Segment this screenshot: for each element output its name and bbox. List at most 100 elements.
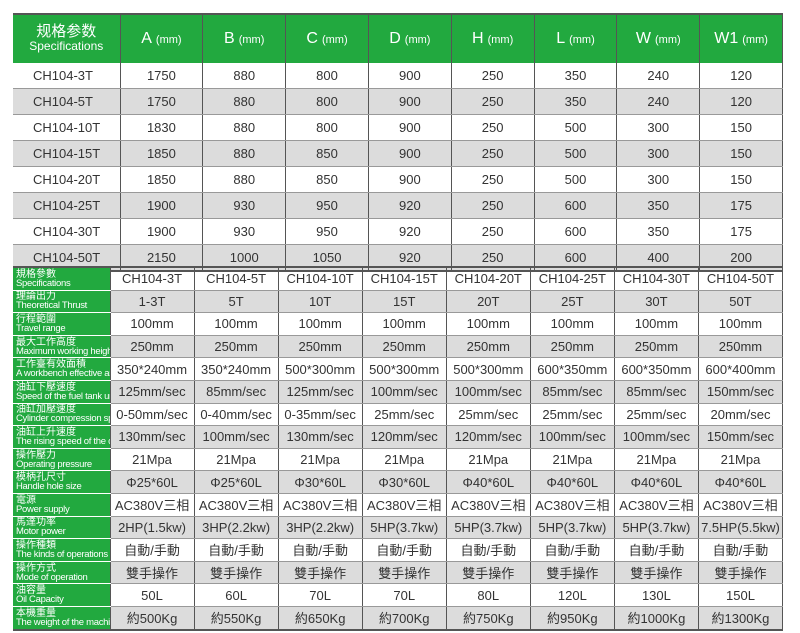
row-label-cn: 油缸加壓速度	[16, 404, 76, 416]
value-cell: AC380V三相	[194, 493, 279, 517]
model-cell: CH104-15T	[13, 140, 121, 167]
value-cell: 5HP(3.7kw)	[614, 516, 699, 540]
value-cell: 125mm/sec	[278, 380, 363, 404]
value-cell: 0-40mm/sec	[194, 403, 279, 427]
value-cell: 600*350mm	[530, 357, 615, 381]
value-cell: 1900	[120, 218, 204, 245]
value-cell: 600*400mm	[698, 357, 784, 381]
value-cell: 150	[699, 166, 783, 193]
value-cell: 約750Kg	[446, 606, 531, 631]
value-cell: 20mm/sec	[698, 403, 784, 427]
table-row: 操作壓力 Operating pressure 21Mpa 21Mpa 21Mpa 21M…	[13, 448, 784, 472]
value-cell: 21Mpa	[530, 448, 615, 472]
value-cell: 100mm	[362, 312, 447, 336]
row-label-cn: 油缸下壓速度	[16, 381, 76, 393]
value-cell: 雙手操作	[698, 561, 784, 585]
row-label: 操作壓力 Operating pressure	[13, 448, 111, 472]
column-unit: (mm)	[569, 34, 595, 46]
value-cell: 500*300mm	[278, 357, 363, 381]
value-cell: 930	[202, 192, 287, 219]
value-cell: 920	[368, 218, 452, 245]
value-cell: 80L	[446, 583, 531, 607]
column-header-d: D (mm)	[368, 14, 452, 63]
value-cell: 880	[202, 140, 287, 167]
value-cell: 250mm	[194, 335, 279, 359]
value-cell: 自動/手動	[446, 538, 531, 562]
column-header-h: H (mm)	[451, 14, 535, 63]
value-cell: 1750	[120, 88, 204, 115]
value-cell: 250	[451, 166, 535, 193]
value-cell: 800	[285, 63, 369, 89]
spec-header-cn: 规格参数	[36, 23, 97, 40]
column-letter: L	[556, 30, 566, 47]
value-cell: CH104-15T	[362, 267, 447, 291]
value-cell: 100mm/sec	[530, 425, 615, 449]
row-label-cn: 工作臺有效面積	[16, 359, 86, 371]
value-cell: Φ40*60L	[530, 470, 615, 494]
row-label-cn: 油容量	[16, 585, 46, 597]
value-cell: 500*300mm	[446, 357, 531, 381]
value-cell: 雙手操作	[530, 561, 615, 585]
row-label-cn: 油缸上升速度	[16, 426, 76, 438]
value-cell: 1900	[120, 192, 204, 219]
value-cell: 500	[534, 140, 618, 167]
row-label-en: Operating pressure	[16, 458, 92, 470]
model-cell: CH104-5T	[13, 88, 121, 115]
value-cell: 800	[285, 88, 369, 115]
value-cell: 自動/手動	[362, 538, 447, 562]
value-cell: 5HP(3.7kw)	[530, 516, 615, 540]
value-cell: 1750	[120, 63, 204, 89]
column-letter: W1	[714, 30, 739, 47]
value-cell: 930	[202, 218, 287, 245]
value-cell: 1850	[120, 166, 204, 193]
value-cell: 自動/手動	[614, 538, 699, 562]
table-row: 電源 Power supply AC380V三相 AC380V三相 AC380V三相 AC…	[13, 493, 784, 517]
value-cell: 85mm/sec	[614, 380, 699, 404]
value-cell: 21Mpa	[698, 448, 784, 472]
value-cell: 100mm/sec	[446, 380, 531, 404]
value-cell: 350	[616, 192, 701, 219]
row-label-en: The rising speed of the cylinder	[16, 435, 109, 447]
column-unit: (mm)	[321, 34, 348, 46]
value-cell: 240	[616, 88, 701, 115]
row-label-en: Handle hole size	[16, 481, 82, 493]
value-cell: 雙手操作	[362, 561, 447, 585]
value-cell: 250mm	[362, 335, 447, 359]
column-header-w1: W1 (mm)	[699, 14, 783, 63]
value-cell: 850	[285, 140, 369, 167]
value-cell: 雙手操作	[110, 561, 195, 585]
value-cell: 雙手操作	[446, 561, 531, 585]
value-cell: 70L	[278, 583, 363, 607]
value-cell: 150	[699, 114, 783, 141]
row-label-en: Oil Capacity	[16, 594, 64, 606]
value-cell: 70L	[362, 583, 447, 607]
row-label-cn: 模柄孔尺寸	[16, 472, 66, 484]
value-cell: 250	[451, 114, 535, 141]
value-cell: 100mm	[698, 312, 784, 336]
row-label-cn: 本機重量	[16, 607, 56, 619]
value-cell: CH104-3T	[110, 267, 195, 291]
row-label: 理論出力 Theoretical Thrust	[13, 290, 111, 314]
value-cell: 900	[368, 114, 452, 141]
model-cell: CH104-3T	[13, 63, 121, 89]
value-cell: 600	[534, 192, 618, 219]
value-cell: 100mm/sec	[362, 380, 447, 404]
value-cell: 300	[616, 140, 701, 167]
table-row: CH104-3T 1750 880 800 900 250 350 240 120	[13, 63, 783, 89]
row-label-en: Motor power	[16, 526, 66, 538]
row-label-en: Specifications	[16, 277, 71, 289]
value-cell: 21Mpa	[614, 448, 699, 472]
value-cell: 25mm/sec	[530, 403, 615, 427]
column-header-b: B (mm)	[202, 14, 287, 63]
value-cell: 880	[202, 114, 287, 141]
table-row: 操作方式 Mode of operation 雙手操作 雙手操作 雙手操作 雙手操作 雙手操…	[13, 561, 784, 585]
value-cell: 5HP(3.7kw)	[362, 516, 447, 540]
row-label: 電源 Power supply	[13, 493, 111, 517]
value-cell: 雙手操作	[278, 561, 363, 585]
spec-table: 規格參數 Specifications CH104-3T CH104-5T CH104-…	[13, 266, 784, 631]
value-cell: 150L	[698, 583, 784, 607]
value-cell: Φ40*60L	[698, 470, 784, 494]
value-cell: 自動/手動	[698, 538, 784, 562]
